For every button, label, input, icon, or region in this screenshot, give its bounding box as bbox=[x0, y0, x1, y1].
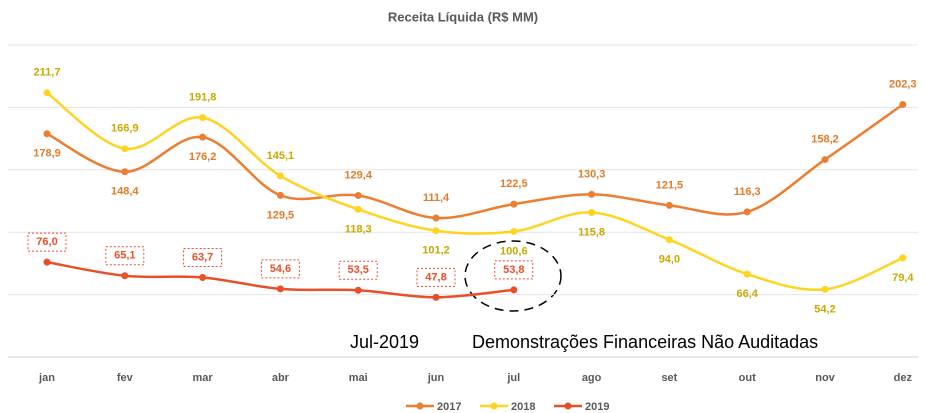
label-box bbox=[416, 267, 456, 287]
x-tick-label: jun bbox=[427, 372, 445, 384]
point bbox=[121, 168, 129, 176]
series-line bbox=[46, 103, 904, 220]
point bbox=[121, 272, 129, 280]
value-label: 76,0 bbox=[36, 236, 57, 248]
legend-marker bbox=[490, 402, 498, 410]
point bbox=[588, 208, 596, 216]
value-label: 121,5 bbox=[656, 179, 684, 191]
value-label: 145,1 bbox=[267, 150, 295, 162]
point bbox=[199, 274, 207, 282]
point bbox=[743, 208, 751, 216]
point bbox=[43, 89, 51, 97]
value-label: 130,3 bbox=[578, 168, 606, 180]
x-tick-label: jan bbox=[38, 372, 55, 384]
value-label: 118,3 bbox=[345, 223, 372, 235]
legend-label: 2019 bbox=[585, 401, 609, 413]
value-label: 191,8 bbox=[189, 92, 217, 104]
value-label: 158,2 bbox=[811, 133, 839, 145]
x-tick-label: fev bbox=[117, 372, 134, 384]
value-label: 47,8 bbox=[425, 271, 446, 283]
x-tick-label: nov bbox=[815, 372, 835, 384]
value-label: 122,5 bbox=[500, 178, 528, 190]
value-label: 54,6 bbox=[270, 263, 291, 275]
value-label: 211,7 bbox=[34, 67, 61, 79]
point bbox=[276, 191, 284, 199]
value-label: 63,7 bbox=[192, 251, 213, 263]
point bbox=[510, 227, 518, 235]
value-label: 166,9 bbox=[111, 123, 139, 135]
point bbox=[432, 293, 440, 301]
label-box bbox=[260, 259, 300, 279]
value-label: 111,4 bbox=[423, 192, 450, 204]
label-box bbox=[494, 260, 534, 280]
legend-marker bbox=[416, 402, 424, 410]
point bbox=[899, 101, 907, 109]
point bbox=[821, 156, 829, 164]
value-label: 129,4 bbox=[344, 169, 372, 181]
highlight-ellipse bbox=[464, 240, 562, 312]
point bbox=[665, 201, 673, 209]
value-label: 94,0 bbox=[659, 254, 680, 266]
point bbox=[276, 285, 284, 293]
point bbox=[821, 285, 829, 293]
x-tick-label: set bbox=[661, 372, 677, 384]
point bbox=[276, 172, 284, 180]
label-box bbox=[338, 260, 378, 280]
x-tick-label: mar bbox=[193, 372, 214, 384]
legend-label: 2017 bbox=[437, 401, 461, 413]
x-tick-label: dez bbox=[894, 372, 913, 384]
value-label: 176,2 bbox=[189, 151, 217, 163]
value-label: 178,9 bbox=[33, 148, 61, 160]
point bbox=[432, 227, 440, 235]
x-tick-label: abr bbox=[272, 372, 290, 384]
point bbox=[510, 286, 518, 294]
point bbox=[588, 190, 596, 198]
value-label: 202,3 bbox=[889, 78, 917, 90]
point bbox=[743, 270, 751, 278]
value-label: 129,5 bbox=[267, 209, 295, 221]
label-box bbox=[183, 248, 223, 268]
point bbox=[121, 145, 129, 153]
chart-title: Receita Líquida (R$ MM) bbox=[388, 9, 538, 24]
label-box bbox=[105, 246, 145, 266]
point bbox=[199, 133, 207, 141]
value-label: 53,5 bbox=[347, 264, 368, 276]
point bbox=[199, 114, 207, 122]
annotation: Demonstrações Financeiras Não Auditadas bbox=[472, 332, 818, 352]
value-label: 54,2 bbox=[814, 303, 835, 315]
legend-marker bbox=[564, 402, 572, 410]
point bbox=[354, 286, 362, 294]
value-label: 53,8 bbox=[503, 264, 524, 276]
x-tick-label: ago bbox=[582, 372, 602, 384]
value-label: 66,4 bbox=[736, 288, 758, 300]
annotation: Jul-2019 bbox=[350, 332, 419, 352]
point bbox=[354, 192, 362, 200]
value-label: 116,3 bbox=[734, 186, 761, 198]
value-label: 65,1 bbox=[114, 250, 135, 262]
value-label: 115,8 bbox=[578, 226, 605, 238]
x-tick-label: out bbox=[739, 372, 756, 384]
value-label: 100,6 bbox=[500, 245, 528, 257]
label-box bbox=[27, 232, 67, 252]
value-label: 79,4 bbox=[892, 272, 914, 284]
value-label: 101,2 bbox=[422, 245, 450, 257]
series-line bbox=[46, 91, 904, 292]
point bbox=[43, 130, 51, 138]
point bbox=[432, 214, 440, 222]
point bbox=[354, 205, 362, 213]
point bbox=[665, 236, 673, 244]
x-tick-label: jul bbox=[506, 372, 520, 384]
point bbox=[43, 258, 51, 266]
point bbox=[510, 200, 518, 208]
legend-label: 2018 bbox=[511, 401, 535, 413]
point bbox=[899, 254, 907, 262]
value-label: 148,4 bbox=[111, 186, 139, 198]
x-tick-label: mai bbox=[349, 372, 368, 384]
